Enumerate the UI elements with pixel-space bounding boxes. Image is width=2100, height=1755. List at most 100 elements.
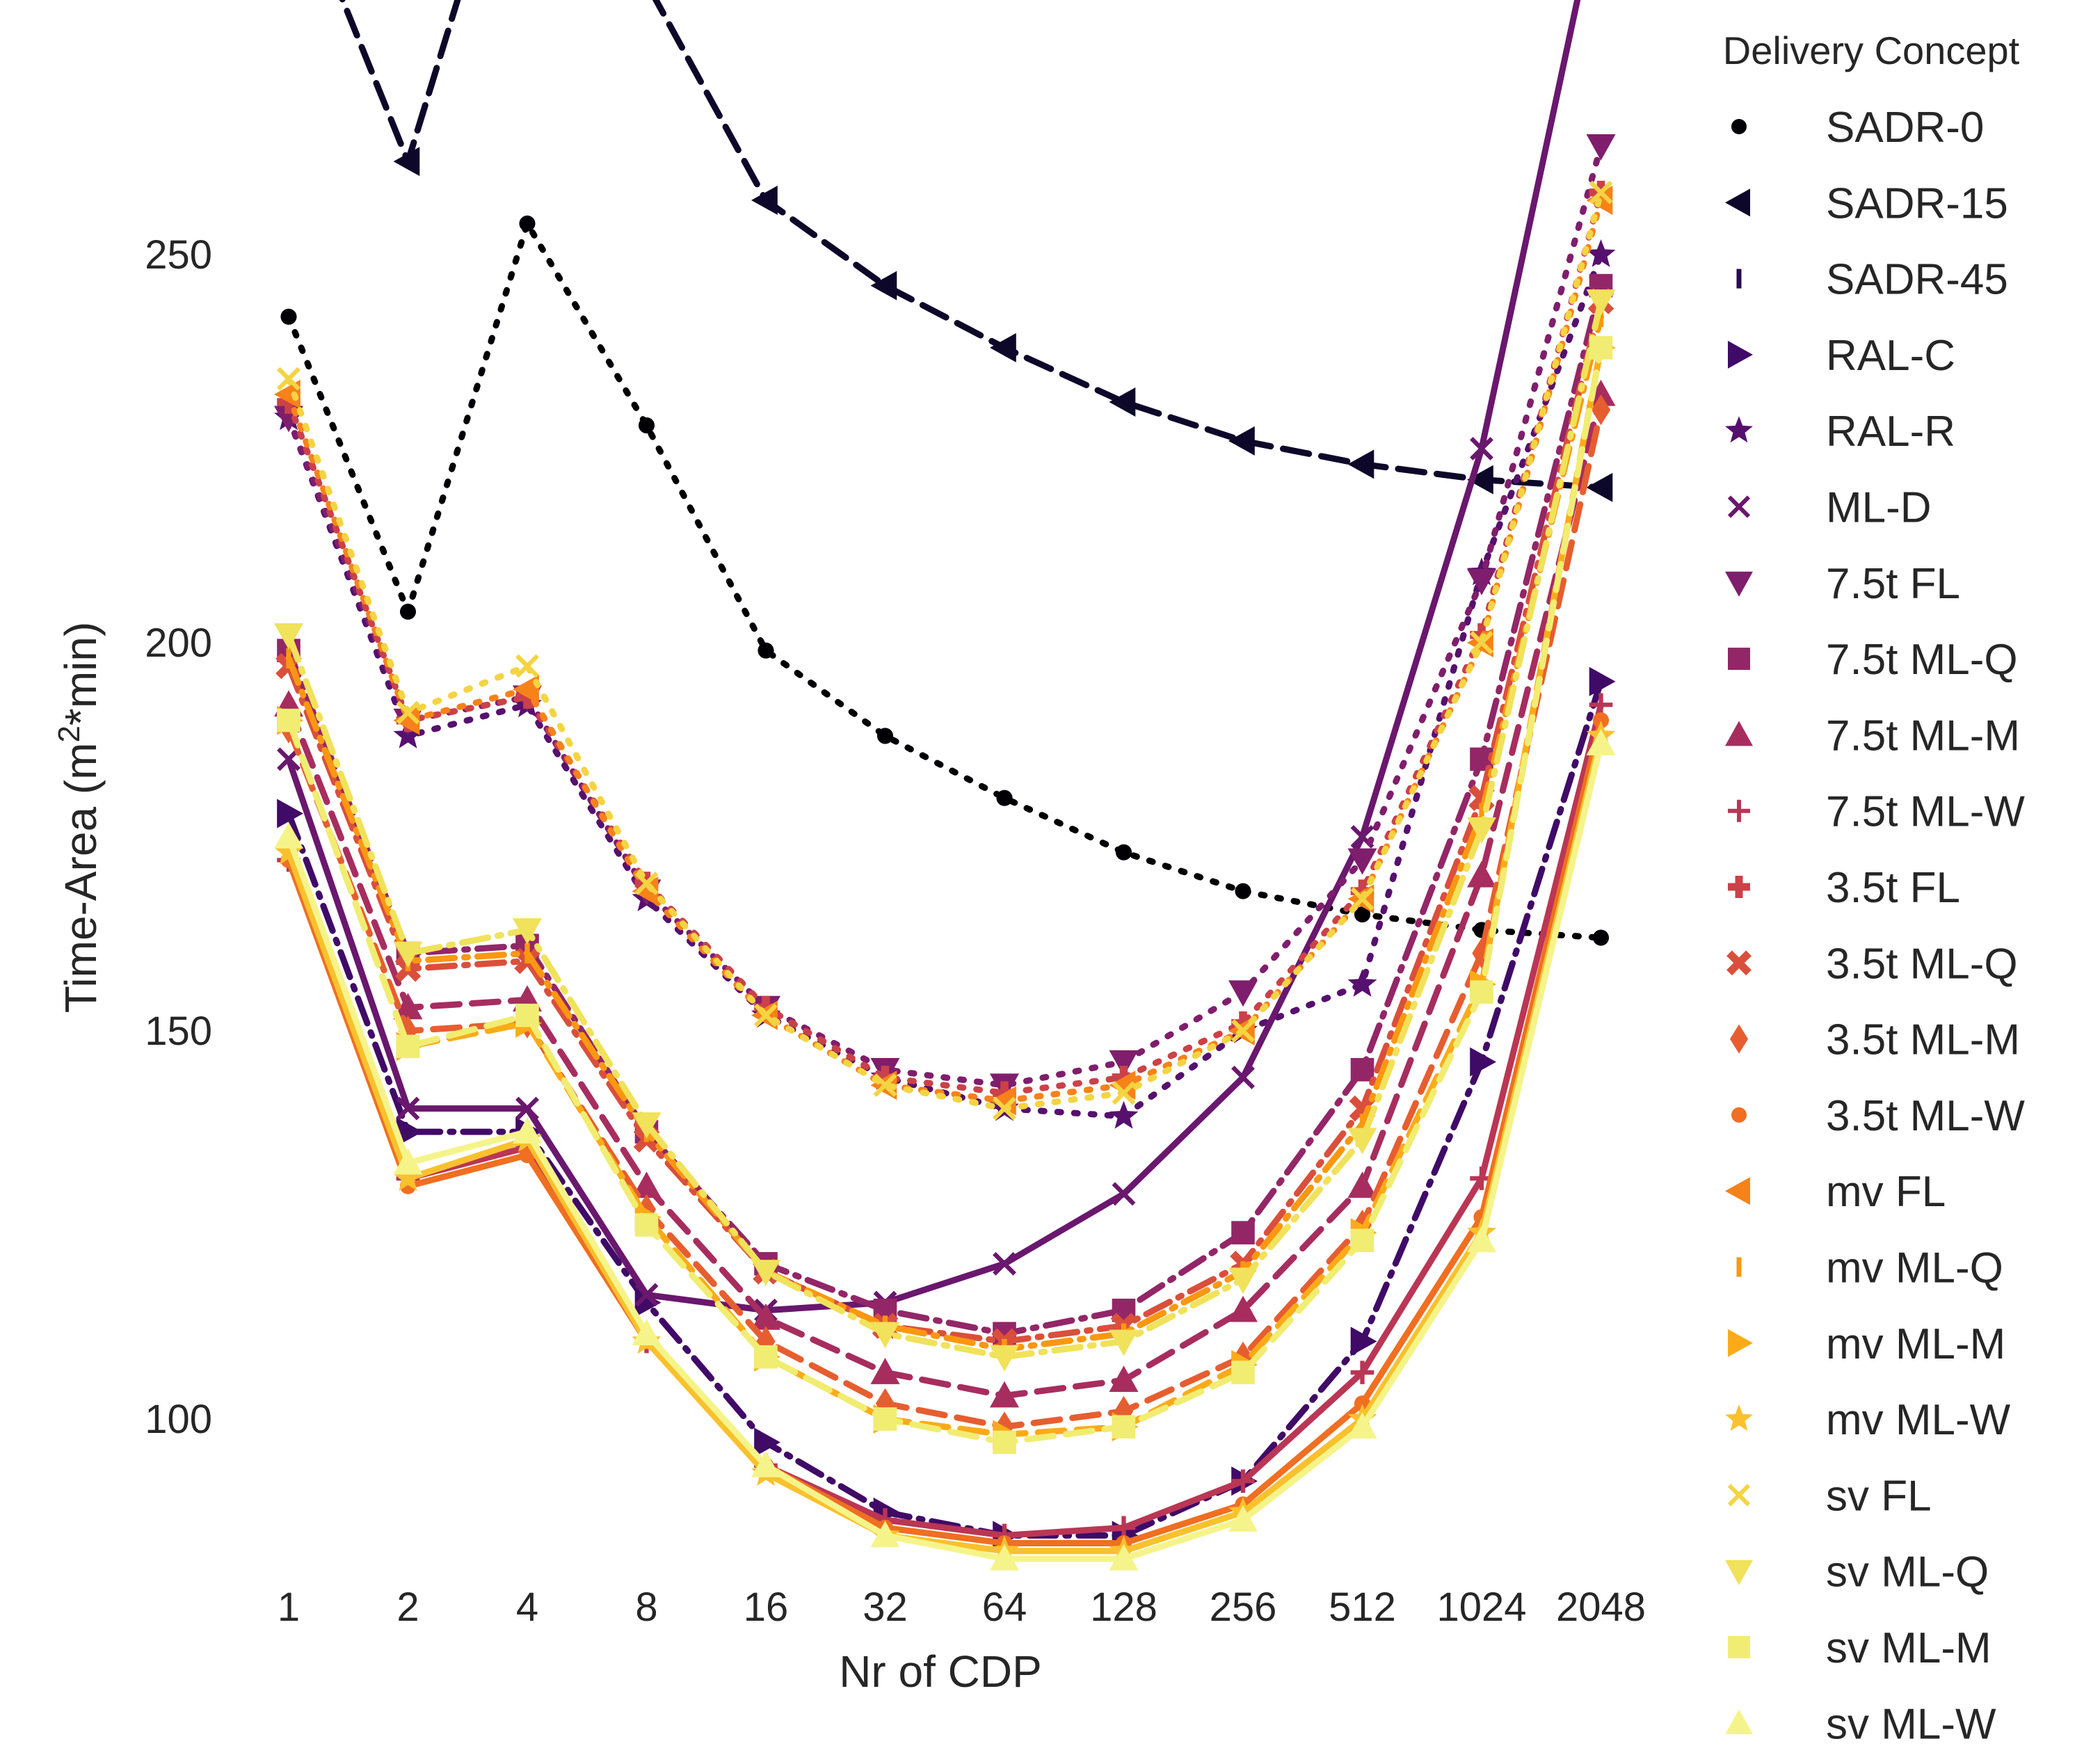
data-point: [393, 147, 420, 177]
data-point: [1586, 134, 1616, 161]
legend-marker: [1728, 1636, 1750, 1658]
data-point: [990, 1544, 1019, 1571]
data-point: [1347, 449, 1374, 479]
series-line: [285, 197, 1604, 1104]
data-point: [873, 1073, 897, 1098]
series-line: [339, 0, 1604, 491]
data-point: [1589, 336, 1613, 360]
data-point: [1112, 1182, 1136, 1206]
data-point: [396, 1034, 420, 1059]
x-tick-label: 4: [516, 1585, 538, 1630]
data-point: [396, 1117, 423, 1147]
data-point: [632, 1171, 662, 1198]
data-point: [1228, 426, 1255, 456]
x-tick-label: 128: [1090, 1585, 1157, 1630]
data-point: [515, 1003, 539, 1027]
data-point: [277, 708, 300, 732]
data-point: [1109, 1050, 1139, 1077]
data-point: [1347, 848, 1377, 875]
data-point: [870, 1322, 900, 1349]
data-point: [1470, 631, 1493, 655]
data-point: [393, 993, 423, 1020]
series-line: [285, 391, 1604, 1400]
legend-item-7-5t-ml-w: 7.5t ML-W: [1728, 788, 2025, 836]
legend-marker: [1725, 189, 1750, 217]
data-point: [1470, 980, 1493, 1004]
legend-label: 7.5t ML-M: [1826, 712, 2020, 760]
legend-label: 3.5t ML-W: [1826, 1092, 2025, 1140]
series-sadr-15: [339, 0, 1613, 502]
series-line: [285, 220, 1604, 941]
legend-label: mv ML-Q: [1826, 1244, 2003, 1292]
data-point: [632, 1319, 662, 1346]
data-point: [870, 1358, 900, 1384]
legend-item-ral-r: RAL-R: [1725, 408, 1955, 456]
data-point: [274, 623, 303, 650]
data-point: [274, 822, 303, 849]
legend-marker: [1725, 721, 1753, 746]
legend-marker: [1726, 950, 1752, 976]
legend: Delivery Concept SADR-0 SADR-15 SADR-45 RAL…: [1723, 29, 2026, 1748]
series-line: [285, 282, 1604, 1337]
data-point: [1467, 465, 1493, 495]
legend-label: sv ML-M: [1826, 1624, 1991, 1672]
data-point: [1112, 1415, 1136, 1439]
data-point: [277, 367, 300, 391]
data-point: [1347, 1171, 1377, 1198]
legend-label: ML-D: [1826, 484, 1932, 532]
legend-item-sv-fl: sv FL: [1727, 1472, 1932, 1520]
data-point: [1347, 1412, 1377, 1439]
data-point: [1354, 906, 1371, 923]
series-sv-ml-m: [277, 336, 1613, 1455]
data-point: [634, 1213, 659, 1237]
x-axis-label: Nr of CDP: [839, 1646, 1042, 1697]
legend-item-mv-fl: mv FL: [1725, 1168, 1946, 1216]
legend-marker: [1731, 119, 1747, 134]
legend-title: Delivery Concept: [1723, 29, 2020, 72]
data-point: [1467, 817, 1496, 844]
legend-marker: [1725, 571, 1753, 597]
legend-marker: [1725, 416, 1753, 443]
legend-marker: [1727, 495, 1751, 518]
y-tick-label: 250: [145, 232, 212, 278]
legend-item-3-5t-ml-w: 3.5t ML-W: [1731, 1092, 2025, 1140]
x-tick-label: 256: [1210, 1585, 1277, 1630]
legend-label: 7.5t FL: [1826, 560, 1960, 608]
x-tick-label: 2: [396, 1585, 419, 1630]
data-point: [1467, 860, 1496, 888]
plot-area: [274, 0, 1616, 1571]
series-sv-ml-w: [274, 729, 1616, 1571]
data-point: [990, 332, 1016, 362]
data-point: [396, 700, 420, 725]
x-tick-label: 1: [278, 1585, 300, 1630]
data-point: [1591, 394, 1611, 426]
legend-marker: [1728, 1329, 1753, 1357]
data-point: [1109, 1329, 1139, 1356]
data-point: [751, 1260, 780, 1286]
legend-item-3-5t-ml-q: 3.5t ML-Q: [1726, 940, 2018, 988]
data-point: [277, 799, 303, 828]
data-point: [870, 1521, 900, 1548]
data-point: [274, 837, 303, 865]
legend-marker: [1728, 876, 1750, 898]
data-point: [274, 379, 300, 409]
data-point: [632, 876, 659, 906]
legend-label: SADR-0: [1826, 104, 1984, 152]
data-point: [393, 941, 423, 968]
series-sv-ml-q: [274, 289, 1616, 1372]
data-point: [1231, 1066, 1255, 1089]
data-point: [993, 1096, 1016, 1121]
data-point: [993, 1251, 1016, 1276]
legend-label: mv FL: [1826, 1168, 1946, 1216]
legend-item-sv-ml-w: sv ML-W: [1725, 1700, 1996, 1748]
data-point: [513, 918, 542, 945]
legend-label: RAL-C: [1826, 332, 1955, 380]
series-line: [285, 406, 1604, 1430]
series-line: [285, 189, 1604, 1112]
data-point: [1350, 887, 1374, 911]
x-tick-label: 32: [863, 1585, 908, 1630]
data-point: [515, 654, 539, 678]
x-tick-label: 512: [1329, 1585, 1396, 1630]
legend-label: sv FL: [1826, 1472, 1932, 1520]
legend-label: SADR-45: [1826, 256, 2008, 304]
